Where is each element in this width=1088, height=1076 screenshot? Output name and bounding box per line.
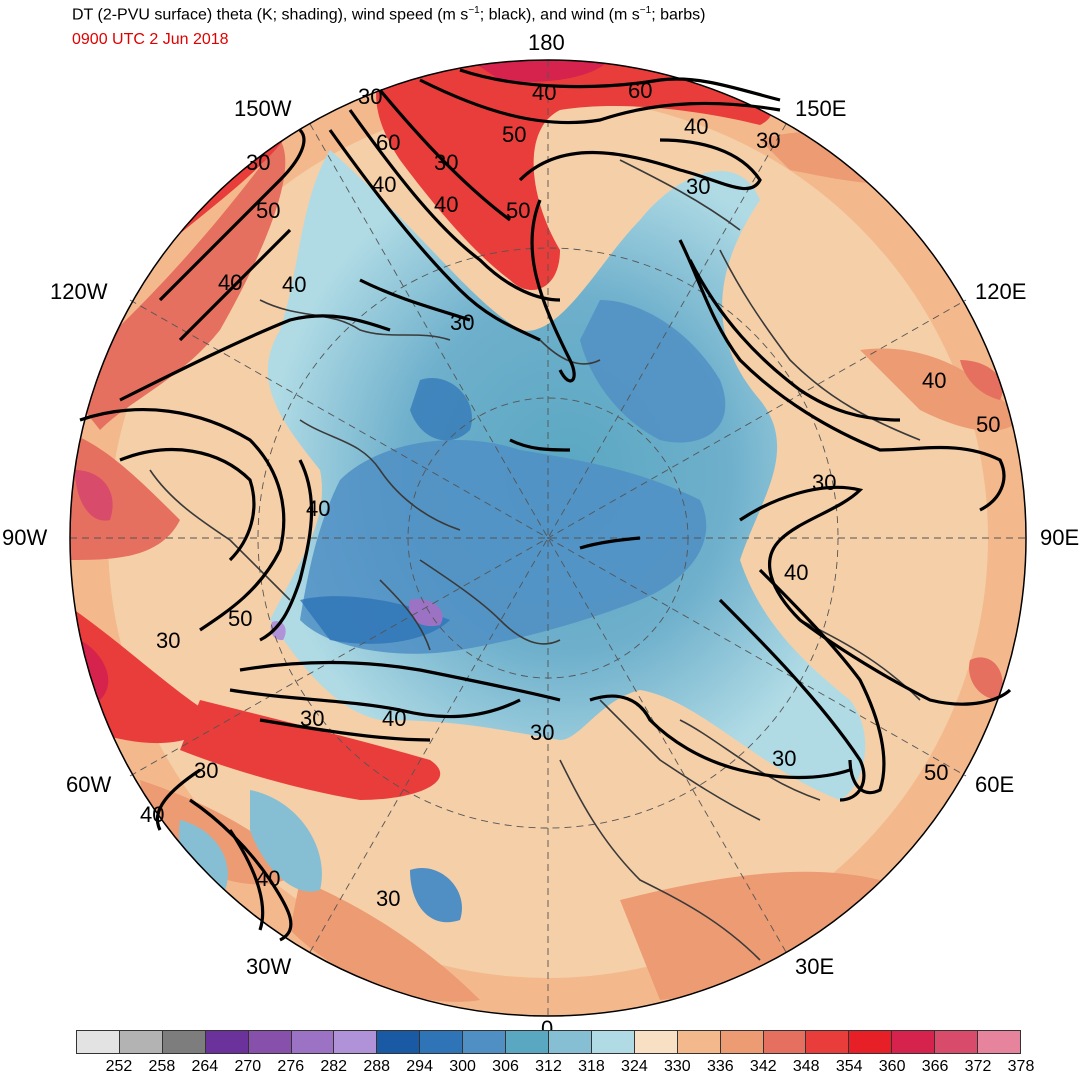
colorbar-box xyxy=(291,1031,335,1053)
colorbar-tick-label: 342 xyxy=(749,1058,777,1075)
colorbar-tick-label: 378 xyxy=(1007,1058,1035,1075)
contour-label: 30 xyxy=(156,628,180,653)
colorbar xyxy=(76,1030,1021,1054)
contour-label: 40 xyxy=(218,270,242,295)
colorbar-tick-label: 360 xyxy=(878,1058,906,1075)
contour-label: 40 xyxy=(282,272,306,297)
contour-label: 30 xyxy=(358,84,382,109)
map-boundary xyxy=(69,59,1027,1017)
contour-label: 50 xyxy=(506,198,530,223)
colorbar-tick-label: 270 xyxy=(234,1058,262,1075)
colorbar-tick-label: 264 xyxy=(191,1058,219,1075)
colorbar-box xyxy=(420,1031,464,1053)
lon-label-150w: 150W xyxy=(234,96,292,121)
colorbar-tick-label: 294 xyxy=(406,1058,433,1075)
lon-label-60w: 60W xyxy=(66,772,112,797)
contour-label: 40 xyxy=(372,172,396,197)
colorbar-box xyxy=(935,1031,979,1053)
contour-label: 40 xyxy=(382,706,406,731)
colorbar-box xyxy=(978,1031,1020,1053)
colorbar-tick-label: 318 xyxy=(578,1058,605,1075)
contour-label: 30 xyxy=(300,706,324,731)
colorbar-tick-label: 354 xyxy=(835,1058,863,1075)
contour-label: 40 xyxy=(922,368,946,393)
colorbar-box xyxy=(377,1031,421,1053)
contour-label: 30 xyxy=(450,310,474,335)
colorbar-tick-label: 312 xyxy=(535,1058,562,1075)
colorbar-tick-label: 366 xyxy=(921,1058,949,1075)
contour-label: 30 xyxy=(376,886,400,911)
contour-label: 30 xyxy=(686,174,710,199)
wind-speed-contours xyxy=(79,68,1012,942)
colorbar-box xyxy=(806,1031,850,1053)
lon-label-120w: 120W xyxy=(50,279,108,304)
colorbar-tick-label: 330 xyxy=(664,1058,691,1075)
contour-labels: 30 40 60 60 50 40 30 30 40 30 40 50 30 5… xyxy=(140,78,1000,911)
lon-label-90w: 90W xyxy=(2,525,48,550)
colorbar-tick-label: 336 xyxy=(706,1058,734,1075)
lon-label-150e: 150E xyxy=(795,96,847,121)
lon-label-30w: 30W xyxy=(246,954,292,979)
contour-label: 30 xyxy=(812,470,836,495)
colorbar-tick-label: 288 xyxy=(363,1058,391,1075)
colorbar-tick-label: 348 xyxy=(792,1058,820,1075)
contour-label: 30 xyxy=(434,150,458,175)
contour-label: 30 xyxy=(772,746,796,771)
colorbar-tick-label: 300 xyxy=(449,1058,476,1075)
colorbar-tick-label: 372 xyxy=(964,1058,992,1075)
polar-map: 30 40 60 60 50 40 30 30 40 30 40 50 30 5… xyxy=(69,59,1027,1017)
colorbar-tick-label: 282 xyxy=(320,1058,348,1075)
contour-label: 50 xyxy=(976,412,1000,437)
contour-label: 50 xyxy=(502,122,526,147)
contour-label: 40 xyxy=(684,114,708,139)
contour-label: 40 xyxy=(784,560,808,585)
contour-label: 30 xyxy=(246,150,270,175)
contour-label: 40 xyxy=(256,866,280,891)
graticule xyxy=(70,60,1026,1016)
lon-label-60e: 60E xyxy=(975,772,1015,797)
colorbar-box xyxy=(334,1031,378,1053)
colorbar-box xyxy=(591,1031,635,1053)
lon-label-180: 180 xyxy=(528,30,565,55)
colorbar-box xyxy=(205,1031,249,1053)
colorbar-box xyxy=(763,1031,807,1053)
colorbar-box xyxy=(119,1031,163,1053)
contour-label: 60 xyxy=(376,130,400,155)
contour-label: 30 xyxy=(530,720,554,745)
colorbar-box xyxy=(77,1031,120,1053)
colorbar-box xyxy=(849,1031,893,1053)
contour-label: 40 xyxy=(532,80,556,105)
colorbar-box xyxy=(548,1031,592,1053)
contour-label: 40 xyxy=(306,496,330,521)
lon-label-120e: 120E xyxy=(975,279,1027,304)
contour-label: 30 xyxy=(756,128,780,153)
theta-shading xyxy=(70,60,1026,1016)
colorbar-box xyxy=(248,1031,292,1053)
colorbar-box xyxy=(720,1031,764,1053)
contour-label: 40 xyxy=(434,192,458,217)
colorbar-tick-label: 324 xyxy=(621,1058,648,1075)
contour-label: 50 xyxy=(228,606,252,631)
colorbar-tick-label: 252 xyxy=(105,1058,133,1075)
colorbar-box xyxy=(162,1031,206,1053)
colorbar-box xyxy=(506,1031,549,1053)
contour-label: 60 xyxy=(628,78,652,103)
colorbar-tick-label: 276 xyxy=(277,1058,305,1075)
colorbar-labels: 252 258 264 270 276 282 288 294 300 306 312 318 324 3… xyxy=(76,1058,1035,1076)
colorbar-box xyxy=(677,1031,721,1053)
contour-label: 50 xyxy=(256,198,280,223)
colorbar-box xyxy=(634,1031,678,1053)
contour-label: 30 xyxy=(194,758,218,783)
lon-label-30e: 30E xyxy=(795,954,835,979)
colorbar-box xyxy=(892,1031,936,1053)
lon-label-90e: 90E xyxy=(1040,525,1080,550)
colorbar-tick-label: 306 xyxy=(492,1058,519,1075)
colorbar-box xyxy=(463,1031,507,1053)
colorbar-tick-label: 258 xyxy=(148,1058,176,1075)
contour-label: 50 xyxy=(924,760,948,785)
figure-title: DT (2-PVU surface) theta (K; shading), w… xyxy=(72,5,706,24)
valid-time: 0900 UTC 2 Jun 2018 xyxy=(72,31,229,48)
